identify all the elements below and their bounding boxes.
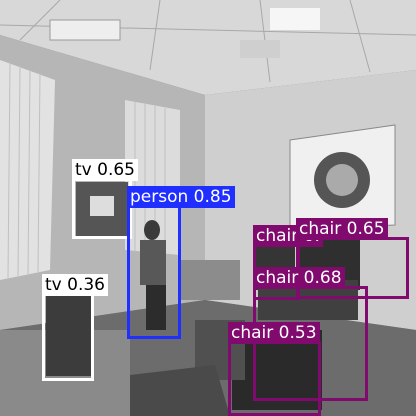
detection-label-chair-1: chair 0.65 (296, 218, 388, 240)
detection-chair-1: chair 0.65 (296, 218, 409, 299)
detection-tv-2: tv 0.36 (42, 274, 108, 381)
detection-label-chair-2: chair 0.68 (253, 267, 345, 289)
detection-tv: tv 0.65 (72, 159, 138, 239)
detection-person: person 0.85 (127, 186, 235, 339)
detection-chair-3: chair 0.53 (228, 322, 321, 416)
detection-label-tv-2: tv 0.36 (42, 274, 108, 296)
detection-label-person: person 0.85 (127, 186, 235, 208)
detection-label-chair-3: chair 0.53 (228, 322, 320, 344)
detection-label-tv: tv 0.65 (72, 159, 138, 181)
